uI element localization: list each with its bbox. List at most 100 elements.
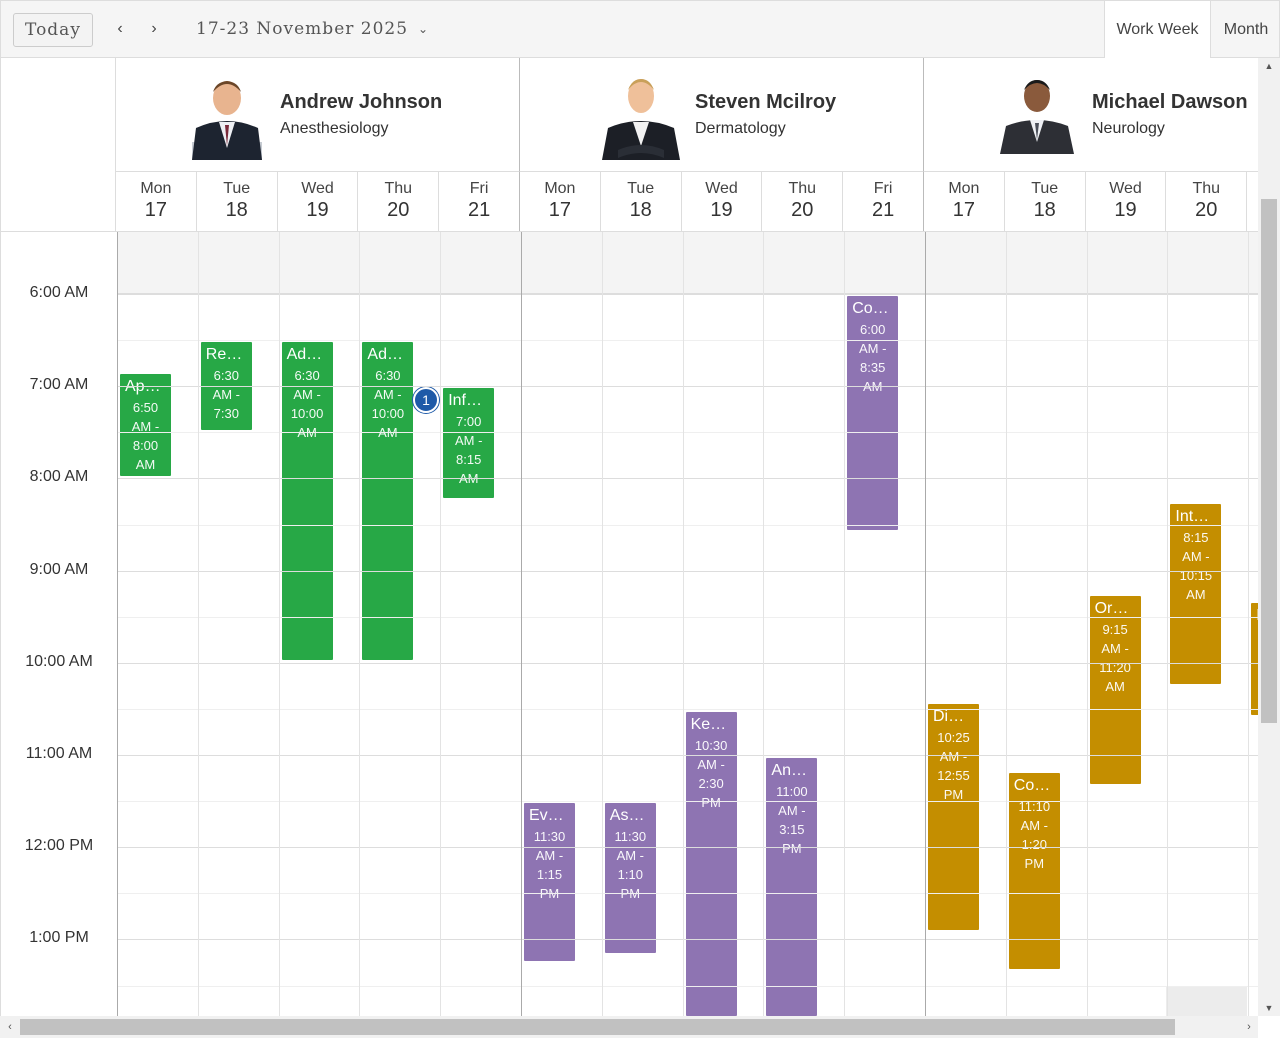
appointment-event[interactable]: Ev… 11:30 AM - 1:15 PM — [524, 803, 575, 961]
event-time: 6:00 AM - 8:35 AM — [858, 322, 887, 394]
day-column-line — [844, 232, 846, 1016]
time-slot-line — [117, 524, 1258, 526]
day-header-mon-17[interactable]: Mon 17 — [116, 172, 197, 231]
event-time: 6:30 AM - 10:00 AM — [371, 368, 405, 440]
resource-header-michael-dawson: Michael Dawson Neurology — [924, 58, 1258, 172]
day-column-line — [925, 232, 926, 1016]
appointment-event[interactable]: Re… 6:30 AM - 7:30 — [200, 342, 252, 430]
time-slot-line — [117, 985, 1258, 987]
scheduler-time-grid[interactable]: Ap… 6:50 AM - 8:00 AM Re… 6:30 AM - 7:30 Ad…… — [0, 232, 1258, 1016]
day-column-line — [1086, 232, 1088, 1016]
appointment-event[interactable]: Inf… 7:00 AM - 8:15 AM — [443, 388, 495, 498]
time-label: 8:00 AM — [29, 468, 89, 486]
day-number: 21 — [467, 199, 491, 221]
time-slot-line — [117, 801, 1258, 803]
scroll-up-icon[interactable]: ▲ — [1264, 61, 1274, 71]
day-name: Thu — [1192, 180, 1221, 197]
scroll-down-icon[interactable]: ▼ — [1264, 1003, 1274, 1013]
day-number: 17 — [548, 199, 572, 221]
day-header-thu-20[interactable]: Thu 20 — [1166, 172, 1248, 231]
day-header-fri-21[interactable]: Fri 21 — [439, 172, 520, 231]
horizontal-scroll-thumb[interactable] — [20, 1019, 1175, 1035]
date-range-picker[interactable]: 17-23 November 2025 ⌄ — [196, 19, 429, 39]
appointment-event[interactable]: Ad… 6:30 AM - 10:00 AM — [362, 342, 414, 660]
person-suit-avatar-icon — [186, 70, 268, 160]
event-title: Co… — [852, 300, 889, 317]
time-label: 6:00 AM — [29, 284, 89, 301]
day-header-fri-21[interactable]: Fri 21 — [843, 172, 924, 231]
day-header-wed-19[interactable]: Wed 19 — [278, 172, 359, 231]
day-header-wed-19[interactable]: Wed 19 — [682, 172, 763, 231]
appointment-event[interactable]: Ke… 10:30 AM - 2:30 PM — [685, 712, 737, 1016]
time-slot-line — [117, 755, 1258, 756]
day-header-tue-18[interactable]: Tue 18 — [197, 172, 278, 231]
event-time: 6:30 AM - 7:30 — [212, 368, 241, 421]
time-label: 1:00 PM — [29, 929, 89, 947]
day-header-wed-19[interactable]: Wed 19 — [1086, 172, 1167, 231]
time-slot-line — [117, 662, 1258, 664]
next-arrow-icon[interactable]: › — [151, 20, 157, 37]
event-title: Ad… — [367, 346, 403, 363]
event-title: Inf… — [448, 392, 482, 409]
day-name: Tue — [223, 180, 251, 197]
date-range-label: 17-23 November 2025 — [196, 19, 409, 39]
horizontal-scrollbar[interactable]: ‹ › — [0, 1016, 1258, 1038]
appointment-event[interactable]: F — [1251, 603, 1258, 715]
time-label: 9:00 AM — [29, 560, 89, 578]
appointment-event[interactable]: Ad… 6:30 AM - 10:00 AM — [281, 342, 333, 660]
event-title: Re… — [205, 346, 243, 363]
event-title: Ke… — [690, 716, 727, 733]
day-column-line — [1248, 232, 1250, 1016]
day-name: Mon — [544, 180, 576, 197]
event-time: 11:10 AM - 1:20 PM — [1018, 799, 1051, 871]
appointment-event[interactable]: Ap… 6:50 AM - 8:00 AM — [120, 374, 171, 476]
day-header-tue-18[interactable]: Tue 18 — [1005, 172, 1086, 231]
day-column-line — [117, 232, 118, 1016]
chevron-down-icon: ⌄ — [418, 22, 430, 36]
resource-department: Dermatology — [695, 120, 786, 137]
vertical-scrollbar[interactable]: ▲ ▼ — [1258, 58, 1280, 1016]
time-slot-line — [117, 616, 1258, 618]
appointment-event[interactable]: An… 11:00 AM - 3:15 PM — [766, 758, 818, 1016]
event-title: Int… — [1175, 508, 1210, 525]
event-title: F — [1251, 603, 1258, 625]
scroll-right-icon[interactable]: › — [1247, 1021, 1251, 1033]
appointment-event[interactable]: As… 11:30 AM - 1:10 PM — [604, 803, 656, 953]
day-name: Fri — [469, 180, 489, 197]
more-events-badge[interactable]: 1 — [413, 387, 439, 413]
appointment-event[interactable]: Co… 6:00 AM - 8:35 AM — [847, 296, 899, 530]
appointment-event[interactable]: Di… 10:25 AM - 12:55 PM — [928, 704, 979, 930]
day-header-thu-20[interactable]: Thu 20 — [762, 172, 844, 231]
event-title: Ap… — [125, 378, 161, 395]
day-header-mon-17[interactable]: Mon 17 — [520, 172, 601, 231]
day-number: 21 — [871, 199, 895, 221]
day-name: Mon — [140, 180, 172, 197]
today-button[interactable]: Today — [13, 13, 93, 47]
all-day-band[interactable] — [117, 232, 1258, 294]
appointment-event[interactable]: Co… 11:10 AM - 1:20 PM — [1008, 773, 1060, 969]
prev-arrow-icon[interactable]: ‹ — [117, 20, 123, 37]
time-slot-line — [117, 478, 1258, 480]
day-header-mon-17[interactable]: Mon 17 — [924, 172, 1005, 231]
day-name: Wed — [705, 180, 738, 197]
view-work-week-button[interactable]: Work Week — [1104, 1, 1211, 58]
scheduler-header: Andrew Johnson Anesthesiology Steven Mci… — [0, 58, 1258, 232]
day-name: Fri — [873, 180, 893, 197]
day-number: 17 — [952, 199, 976, 221]
view-month-button[interactable]: Month — [1223, 20, 1269, 38]
time-slot-line — [117, 893, 1258, 895]
time-slot-line — [117, 432, 1258, 434]
blocked-time-cell — [1166, 986, 1247, 1016]
day-header-thu-20[interactable]: Thu 20 — [358, 172, 440, 231]
appointment-event[interactable]: Or… 9:15 AM - 11:20 AM — [1089, 596, 1141, 784]
event-title: Ad… — [286, 346, 323, 363]
resource-name: Michael Dawson — [1092, 91, 1248, 113]
event-time: 7:00 AM - 8:15 AM — [454, 414, 483, 486]
vertical-scroll-thumb[interactable] — [1261, 199, 1277, 723]
resource-department: Anesthesiology — [280, 120, 389, 137]
appointment-event[interactable]: Int… 8:15 AM - 10:15 AM — [1170, 504, 1222, 684]
day-header-tue-18[interactable]: Tue 18 — [601, 172, 682, 231]
day-number: 19 — [1114, 199, 1137, 221]
scroll-left-icon[interactable]: ‹ — [8, 1021, 12, 1033]
day-column-line — [601, 232, 603, 1016]
